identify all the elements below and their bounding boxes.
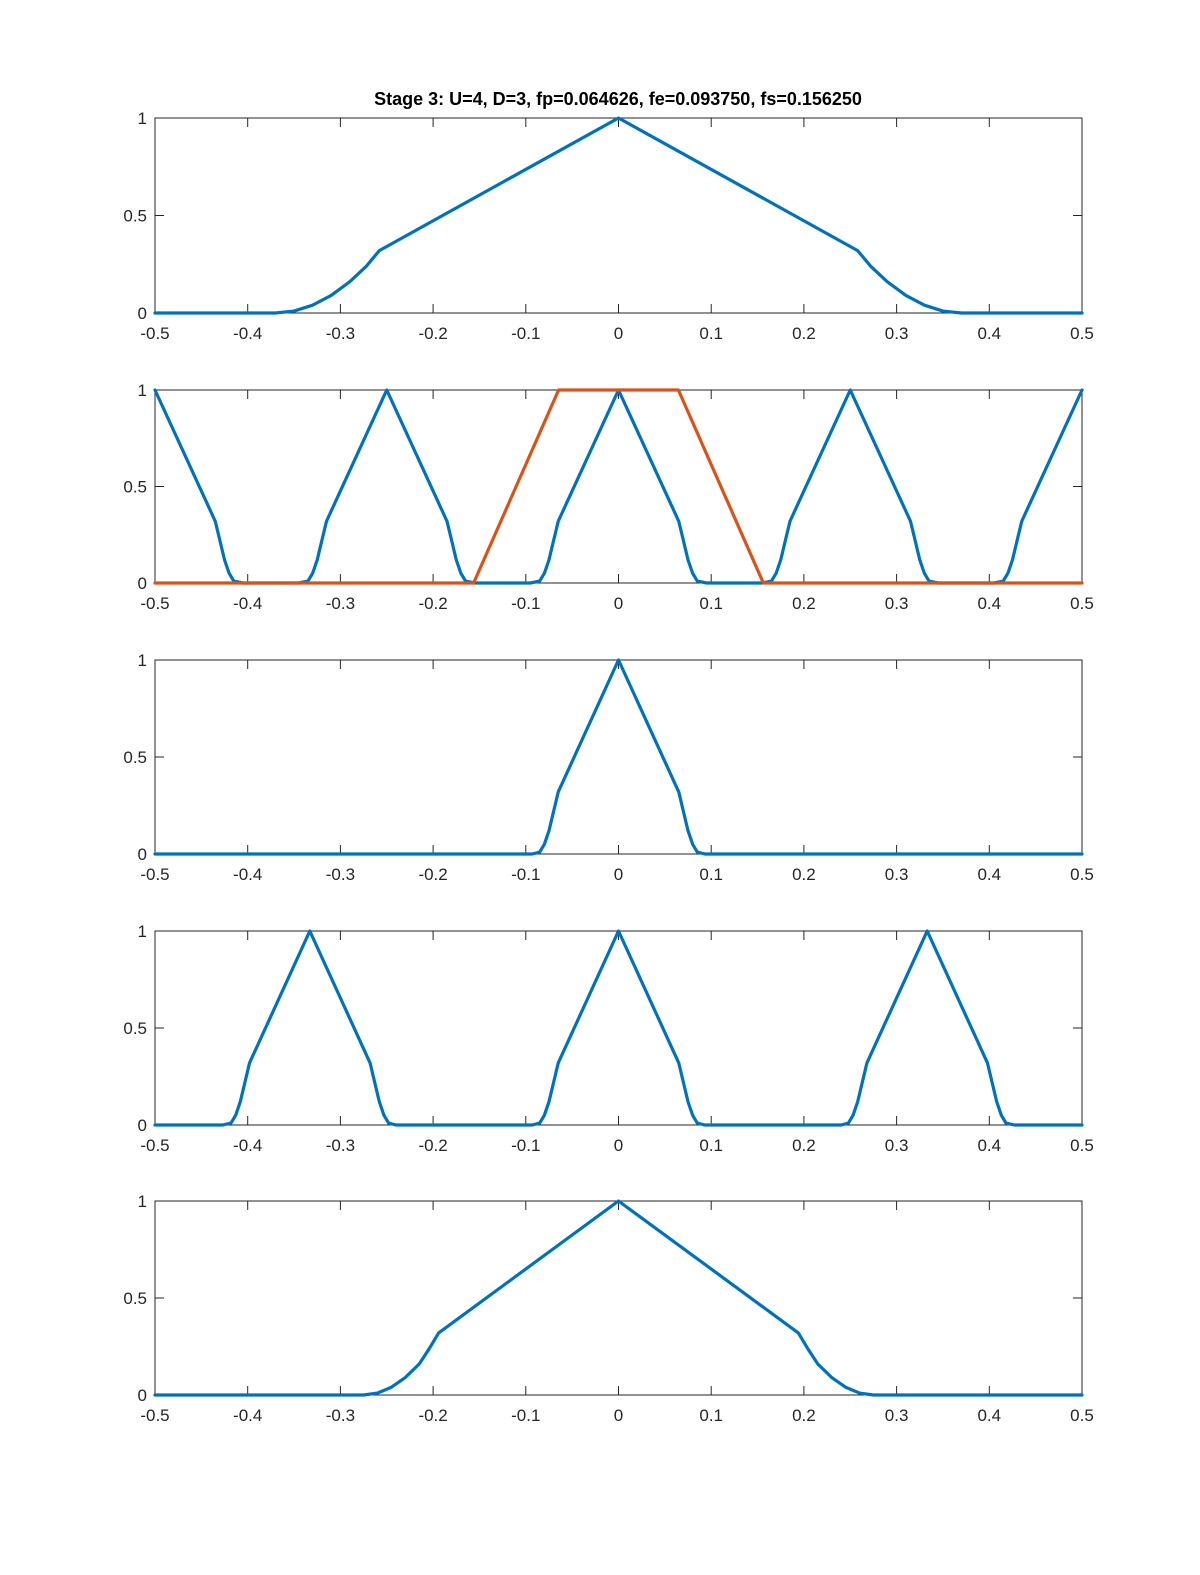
y-tick-label: 0.5	[123, 1019, 147, 1038]
x-tick-label: -0.4	[233, 1136, 262, 1155]
y-tick-label: 0.5	[123, 478, 147, 497]
y-tick-label: 1	[138, 922, 147, 941]
axes-box	[154, 389, 1083, 584]
x-tick-label: 0.5	[1070, 1406, 1094, 1425]
x-tick-label: 0.5	[1070, 1136, 1094, 1155]
x-tick-label: 0.3	[885, 865, 909, 884]
y-tick-label: 0	[138, 574, 147, 593]
x-tick-label: 0	[614, 865, 623, 884]
x-tick-label: 0.2	[792, 1136, 816, 1155]
x-tick-label: -0.1	[511, 1406, 540, 1425]
x-tick-label: 0	[614, 324, 623, 343]
x-tick-label: -0.1	[511, 1136, 540, 1155]
x-tick-label: -0.3	[326, 1406, 355, 1425]
y-tick-label: 0	[138, 1116, 147, 1135]
x-tick-label: -0.5	[140, 324, 169, 343]
x-tick-label: 0.1	[699, 865, 723, 884]
y-tick-label: 0	[138, 845, 147, 864]
x-tick-label: -0.4	[233, 324, 262, 343]
y-tick-label: 1	[138, 651, 147, 670]
subplot-group: -0.5 -0.4 -0.3 -0.2 -0.1 0 0.1 0.2 0.3 0.4 0.5 0 0.5…	[123, 109, 1093, 1425]
axes-box	[154, 659, 1083, 855]
x-tick-label: -0.5	[140, 1136, 169, 1155]
x-tick-label: -0.2	[418, 324, 447, 343]
x-tick-label: 0.5	[1070, 865, 1094, 884]
axes-box	[154, 117, 1083, 314]
subplot-1: -0.5 -0.4 -0.3 -0.2 -0.1 0 0.1 0.2 0.3 0.4 0.5 0 0.5…	[123, 109, 1093, 343]
x-tick-label: 0.4	[977, 594, 1001, 613]
x-tick-label: 0.3	[885, 1136, 909, 1155]
x-tick-label: -0.2	[418, 1136, 447, 1155]
x-tick-label: -0.1	[511, 865, 540, 884]
series-line-blue	[153, 658, 1084, 856]
x-tick-label: 0.2	[792, 594, 816, 613]
subplot-5: -0.5 -0.4 -0.3 -0.2 -0.1 0 0.1 0.2 0.3 0.4 0.5 0 0.5…	[123, 1192, 1093, 1425]
x-tick-label: 0.4	[977, 1406, 1001, 1425]
y-tick-label: 0.5	[123, 207, 147, 226]
y-tick-label: 1	[138, 381, 147, 400]
x-tick-label: -0.3	[326, 1136, 355, 1155]
x-tick-label: -0.2	[418, 594, 447, 613]
x-tick-label: 0.2	[792, 865, 816, 884]
x-tick-label: 0.2	[792, 1406, 816, 1425]
x-tick-label: 0.4	[977, 1136, 1001, 1155]
x-tick-label: 0.5	[1070, 594, 1094, 613]
y-tick-label: 1	[138, 109, 147, 128]
series-line-blue	[153, 116, 1084, 315]
y-tick-label: 0.5	[123, 748, 147, 767]
subplot-4: -0.5 -0.4 -0.3 -0.2 -0.1 0 0.1 0.2 0.3 0.4 0.5 0 0.5…	[123, 922, 1093, 1155]
x-tick-label: 0.5	[1070, 324, 1094, 343]
x-tick-label: 0.1	[699, 594, 723, 613]
x-tick-label: -0.5	[140, 865, 169, 884]
series-line-orange	[153, 388, 1084, 585]
x-tick-label: -0.2	[418, 865, 447, 884]
y-tick-label: 1	[138, 1192, 147, 1211]
x-tick-label: -0.5	[140, 1406, 169, 1425]
x-tick-label: -0.1	[511, 324, 540, 343]
x-tick-label: 0.2	[792, 324, 816, 343]
x-tick-label: 0.4	[977, 324, 1001, 343]
x-tick-label: -0.1	[511, 594, 540, 613]
x-tick-label: 0.3	[885, 1406, 909, 1425]
x-tick-label: -0.4	[233, 1406, 262, 1425]
x-tick-label: -0.4	[233, 594, 262, 613]
x-tick-label: -0.3	[326, 594, 355, 613]
y-tick-label: 0	[138, 1386, 147, 1405]
x-tick-label: 0.4	[977, 865, 1001, 884]
x-tick-label: -0.5	[140, 594, 169, 613]
x-tick-label: 0.1	[699, 1136, 723, 1155]
x-tick-label: 0.3	[885, 324, 909, 343]
subplot-3: -0.5 -0.4 -0.3 -0.2 -0.1 0 0.1 0.2 0.3 0.4 0.5 0 0.5…	[123, 651, 1093, 884]
series-line-blue	[153, 929, 1084, 1127]
y-tick-label: 0	[138, 304, 147, 323]
figure-title: Stage 3: U=4, D=3, fp=0.064626, fe=0.093…	[374, 89, 862, 109]
x-tick-label: -0.4	[233, 865, 262, 884]
axes-box	[154, 930, 1083, 1126]
x-tick-label: 0	[614, 594, 623, 613]
series-line-blue	[153, 1199, 1084, 1397]
x-tick-label: -0.2	[418, 1406, 447, 1425]
x-tick-label: 0.1	[699, 324, 723, 343]
x-tick-label: 0	[614, 1136, 623, 1155]
x-tick-label: 0	[614, 1406, 623, 1425]
x-tick-label: 0.3	[885, 594, 909, 613]
subplot-2: -0.5 -0.4 -0.3 -0.2 -0.1 0 0.1 0.2 0.3 0.4 0.5 0 0.5…	[123, 381, 1093, 613]
x-tick-label: -0.3	[326, 865, 355, 884]
x-tick-label: 0.1	[699, 1406, 723, 1425]
x-tick-label: -0.3	[326, 324, 355, 343]
axes-box	[154, 1200, 1083, 1396]
y-tick-label: 0.5	[123, 1289, 147, 1308]
